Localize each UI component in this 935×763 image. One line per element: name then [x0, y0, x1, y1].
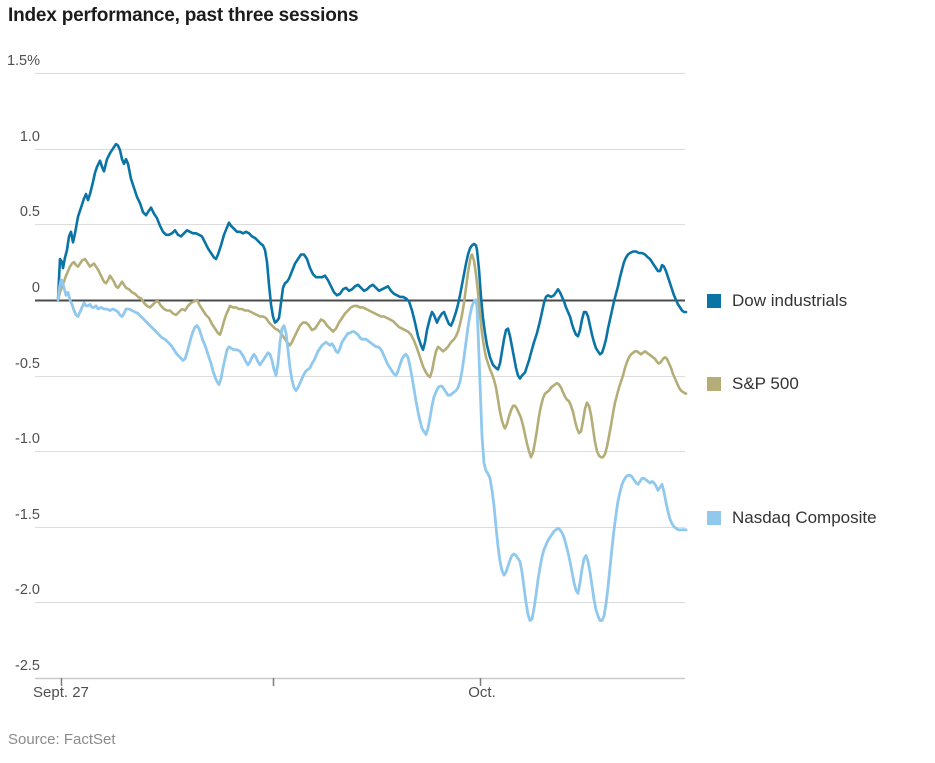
y-axis-label: -0.5: [15, 355, 40, 372]
y-axis-label: 0.5: [19, 204, 40, 221]
y-axis-label: -1.5: [15, 506, 40, 523]
legend-label: Dow industrials: [732, 291, 848, 310]
legend-item-dow-industrials: Dow industrials: [707, 291, 848, 310]
legend-item-nasdaq-composite: Nasdaq Composite: [707, 508, 877, 527]
series-line-nasdaq-composite: [56, 278, 688, 622]
x-axis-label: Oct.: [468, 684, 496, 701]
y-axis-label: -2.5: [15, 658, 40, 674]
nasdaq-composite-swatch-icon: [707, 511, 721, 525]
y-axis-label: 1.5%: [6, 53, 40, 69]
x-axis-label: Sept. 27: [33, 684, 89, 701]
series-line-s-p-500: [56, 253, 688, 459]
sp-500-swatch-icon: [707, 377, 721, 391]
y-axis-label: 0: [31, 279, 40, 296]
series-line-dow-industrials: [56, 142, 688, 380]
source-note: Source: FactSet: [8, 731, 116, 748]
legend-label: Nasdaq Composite: [732, 508, 877, 527]
y-axis-label: -1.0: [15, 431, 40, 448]
y-axis-label: -2.0: [15, 582, 40, 599]
chart-title: Index performance, past three sessions: [8, 5, 359, 26]
legend-item-sp-500: S&P 500: [707, 374, 799, 393]
y-axis-label: 1.0: [19, 128, 40, 145]
dow-industrials-swatch-icon: [707, 294, 721, 308]
legend-label: S&P 500: [732, 374, 799, 393]
